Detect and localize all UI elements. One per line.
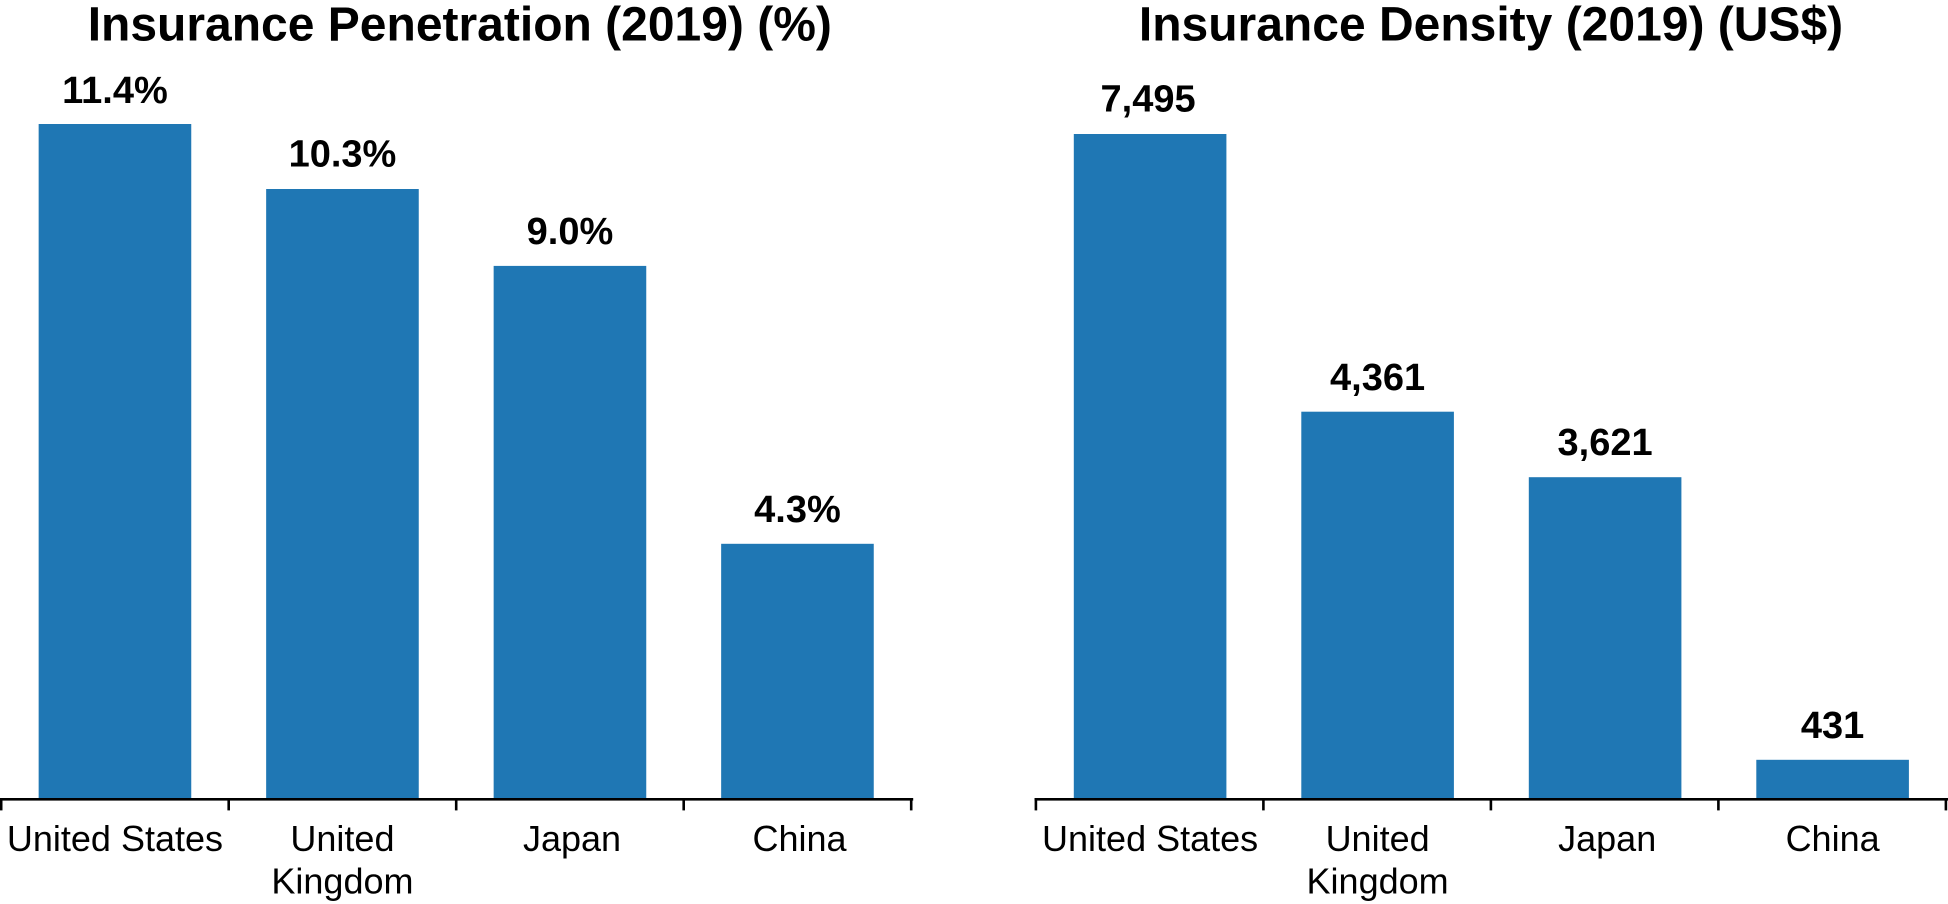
svg-text:Japan: Japan — [523, 818, 621, 859]
svg-text:China: China — [752, 818, 847, 859]
svg-text:Insurance Density (2019) (US$): Insurance Density (2019) (US$) — [1139, 0, 1843, 52]
svg-text:4.3%: 4.3% — [754, 489, 841, 531]
svg-text:7,495: 7,495 — [1101, 79, 1196, 121]
svg-text:3,621: 3,621 — [1558, 422, 1653, 464]
svg-text:9.0%: 9.0% — [527, 211, 614, 253]
svg-text:Kingdom: Kingdom — [1307, 861, 1449, 902]
svg-text:United: United — [290, 818, 394, 859]
svg-text:United States: United States — [7, 818, 223, 859]
svg-text:4,361: 4,361 — [1330, 357, 1425, 399]
svg-text:United: United — [1326, 818, 1430, 859]
svg-text:431: 431 — [1801, 705, 1864, 747]
svg-text:10.3%: 10.3% — [289, 134, 397, 176]
svg-text:Insurance Penetration (2019) (: Insurance Penetration (2019) (%) — [88, 0, 832, 52]
svg-text:United States: United States — [1042, 818, 1258, 859]
svg-text:11.4%: 11.4% — [62, 70, 168, 112]
svg-text:Kingdom: Kingdom — [271, 861, 413, 902]
svg-text:Japan: Japan — [1558, 818, 1656, 859]
svg-text:China: China — [1786, 818, 1881, 859]
